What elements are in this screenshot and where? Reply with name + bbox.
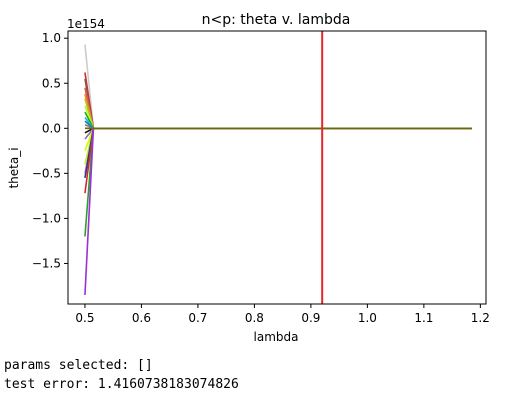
series-line-4 <box>84 93 472 130</box>
y-tick-label: 1.0 <box>42 31 61 45</box>
y-tick-label: −1.0 <box>32 211 61 225</box>
series-line-13 <box>84 127 472 152</box>
x-tick-label: 0.5 <box>75 311 94 325</box>
series-line-0 <box>84 44 472 130</box>
x-tick-label: 1.1 <box>414 311 433 325</box>
series-line-3 <box>84 87 472 130</box>
x-axis-label: lambda <box>254 330 299 344</box>
series-line-14 <box>84 127 472 165</box>
theta-vs-lambda-chart: n<p: theta v. lambda 1e154 lambda theta_… <box>7 12 490 344</box>
series-line-17 <box>84 127 472 194</box>
x-tick-label: 1.2 <box>471 311 490 325</box>
series-line-18 <box>84 127 472 237</box>
x-tick-label: 0.6 <box>132 311 151 325</box>
x-tick-label: 0.8 <box>245 311 264 325</box>
series-layer <box>84 44 472 296</box>
y-tick-label: 0.5 <box>42 76 61 90</box>
x-tick-label: 0.9 <box>301 311 320 325</box>
params-selected-output: params selected: [] <box>4 358 153 373</box>
series-line-16 <box>84 127 472 178</box>
series-line-12 <box>84 127 472 140</box>
y-scale-label: 1e154 <box>67 17 105 31</box>
y-tick-label: −0.5 <box>32 166 61 180</box>
plot-frame <box>67 30 487 305</box>
series-line-8 <box>84 117 472 130</box>
series-line-7 <box>84 111 472 130</box>
series-line-2 <box>84 78 472 130</box>
tick-layer: 0.5 0.6 0.7 0.8 0.9 1.0 1.1 1.2 1.0 0.5 0.0 −0.5 −1.… <box>32 31 490 325</box>
test-error-output: test error: 1.4160738183074826 <box>4 377 239 392</box>
y-tick-label: −1.5 <box>32 256 61 270</box>
series-line-19 <box>84 127 472 296</box>
x-tick-label: 1.0 <box>358 311 377 325</box>
series-line-1 <box>84 72 472 130</box>
series-line-5 <box>84 98 472 130</box>
series-line-6 <box>84 105 472 130</box>
y-tick-label: 0.0 <box>42 121 61 135</box>
series-line-15 <box>84 127 472 174</box>
y-axis-label: theta_i <box>7 147 21 188</box>
x-tick-label: 0.7 <box>188 311 207 325</box>
series-line-9 <box>84 120 472 130</box>
chart-title: n<p: theta v. lambda <box>202 12 351 28</box>
